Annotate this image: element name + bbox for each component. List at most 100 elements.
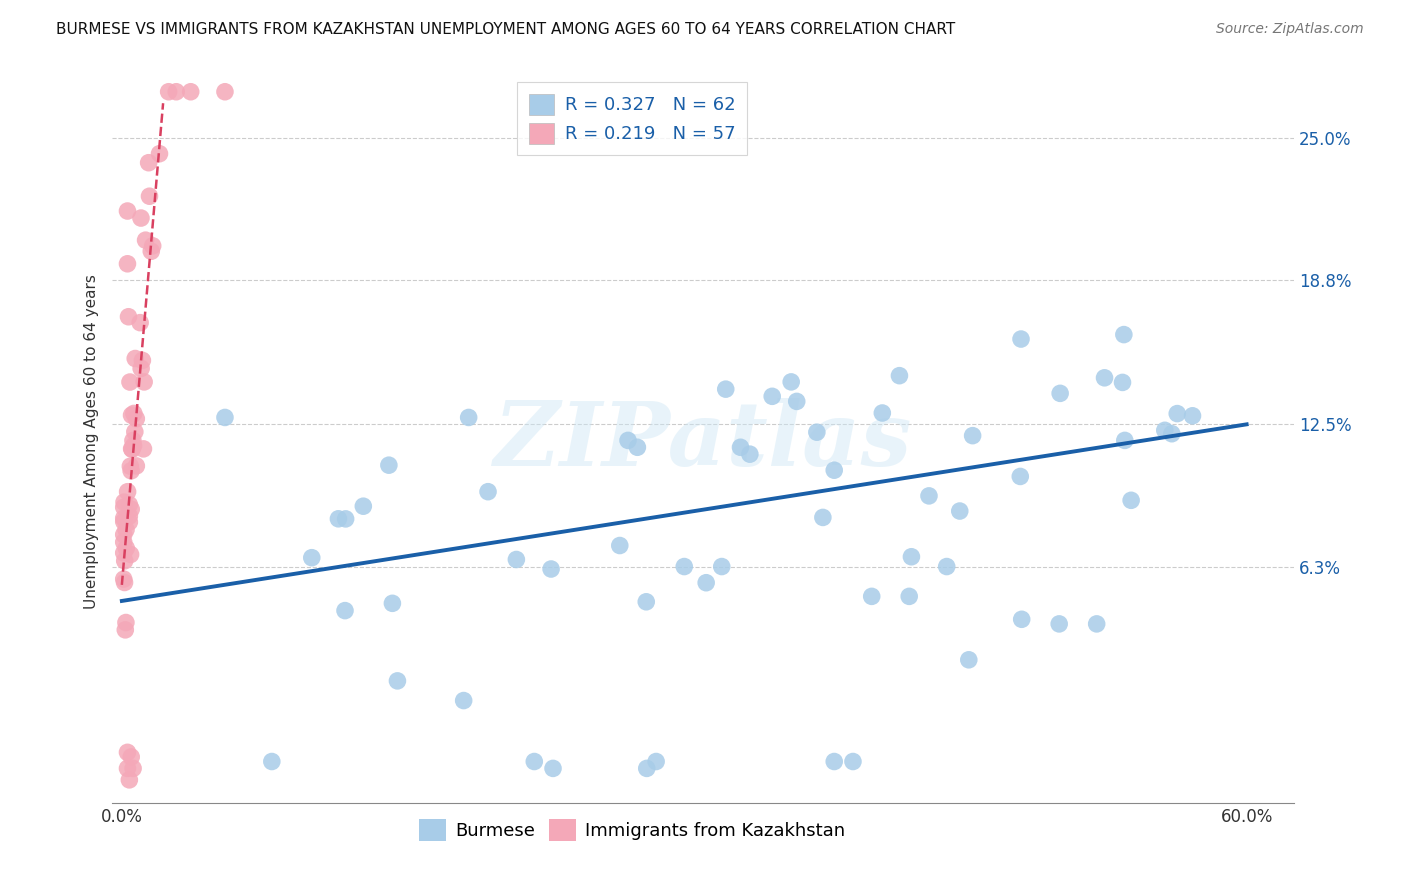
Point — [328, 512, 350, 526]
Point — [117, 204, 139, 219]
Point — [118, 375, 141, 389]
Point — [129, 211, 152, 225]
Point — [1010, 469, 1032, 483]
Point — [157, 85, 180, 99]
Point — [122, 434, 145, 448]
Point — [124, 351, 146, 366]
Point — [1166, 407, 1188, 421]
Point — [898, 590, 921, 604]
Point — [114, 623, 136, 637]
Point — [125, 411, 148, 425]
Point — [617, 434, 640, 448]
Point — [714, 382, 737, 396]
Point — [112, 511, 135, 525]
Point — [645, 755, 668, 769]
Point — [122, 406, 145, 420]
Point — [129, 361, 152, 376]
Point — [138, 189, 160, 203]
Point — [117, 484, 139, 499]
Point — [477, 484, 499, 499]
Point — [823, 463, 845, 477]
Point — [115, 523, 138, 537]
Point — [918, 489, 941, 503]
Point — [378, 458, 401, 473]
Point — [738, 447, 761, 461]
Point — [120, 548, 142, 562]
Point — [1047, 616, 1070, 631]
Point — [112, 535, 135, 549]
Point — [1010, 332, 1032, 346]
Point — [112, 527, 135, 541]
Point — [1121, 493, 1143, 508]
Point — [957, 653, 980, 667]
Point — [141, 244, 163, 259]
Point — [121, 442, 143, 457]
Point — [457, 410, 479, 425]
Point — [823, 755, 845, 769]
Point — [811, 510, 834, 524]
Point — [260, 755, 283, 769]
Point — [121, 408, 143, 422]
Point — [132, 442, 155, 456]
Point — [121, 442, 143, 456]
Text: BURMESE VS IMMIGRANTS FROM KAZAKHSTAN UNEMPLOYMENT AMONG AGES 60 TO 64 YEARS COR: BURMESE VS IMMIGRANTS FROM KAZAKHSTAN UN… — [56, 22, 956, 37]
Point — [120, 464, 142, 478]
Point — [900, 549, 922, 564]
Point — [118, 772, 141, 787]
Point — [122, 761, 145, 775]
Point — [780, 375, 803, 389]
Point — [453, 693, 475, 707]
Point — [1114, 434, 1136, 448]
Point — [112, 500, 135, 515]
Point — [129, 316, 152, 330]
Point — [124, 425, 146, 439]
Point — [333, 604, 356, 618]
Point — [301, 550, 323, 565]
Point — [114, 575, 136, 590]
Point — [636, 761, 658, 775]
Point — [135, 233, 157, 247]
Point — [949, 504, 972, 518]
Point — [1181, 409, 1204, 423]
Point — [120, 750, 142, 764]
Point — [1160, 426, 1182, 441]
Point — [710, 559, 733, 574]
Point — [112, 495, 135, 509]
Point — [872, 406, 894, 420]
Point — [180, 85, 202, 99]
Point — [115, 541, 138, 556]
Y-axis label: Unemployment Among Ages 60 to 64 years: Unemployment Among Ages 60 to 64 years — [83, 274, 98, 609]
Point — [636, 595, 658, 609]
Point — [523, 755, 546, 769]
Point — [142, 239, 165, 253]
Point — [761, 389, 783, 403]
Legend: Burmese, Immigrants from Kazakhstan: Burmese, Immigrants from Kazakhstan — [412, 812, 852, 848]
Point — [842, 755, 865, 769]
Point — [131, 353, 153, 368]
Point — [1085, 616, 1108, 631]
Point — [118, 498, 141, 512]
Point — [165, 85, 187, 99]
Point — [730, 440, 752, 454]
Point — [214, 410, 236, 425]
Point — [889, 368, 911, 383]
Point — [112, 572, 135, 586]
Point — [138, 155, 160, 169]
Text: ZIPatlas: ZIPatlas — [495, 399, 911, 484]
Point — [112, 546, 135, 560]
Point — [786, 394, 808, 409]
Point — [114, 554, 136, 568]
Point — [117, 745, 139, 759]
Point — [1049, 386, 1071, 401]
Point — [695, 575, 717, 590]
Point — [120, 502, 142, 516]
Point — [1094, 371, 1116, 385]
Point — [860, 590, 883, 604]
Point — [505, 552, 527, 566]
Point — [112, 515, 135, 529]
Point — [609, 539, 631, 553]
Point — [1011, 612, 1033, 626]
Point — [120, 459, 142, 474]
Point — [1111, 376, 1133, 390]
Point — [134, 375, 156, 389]
